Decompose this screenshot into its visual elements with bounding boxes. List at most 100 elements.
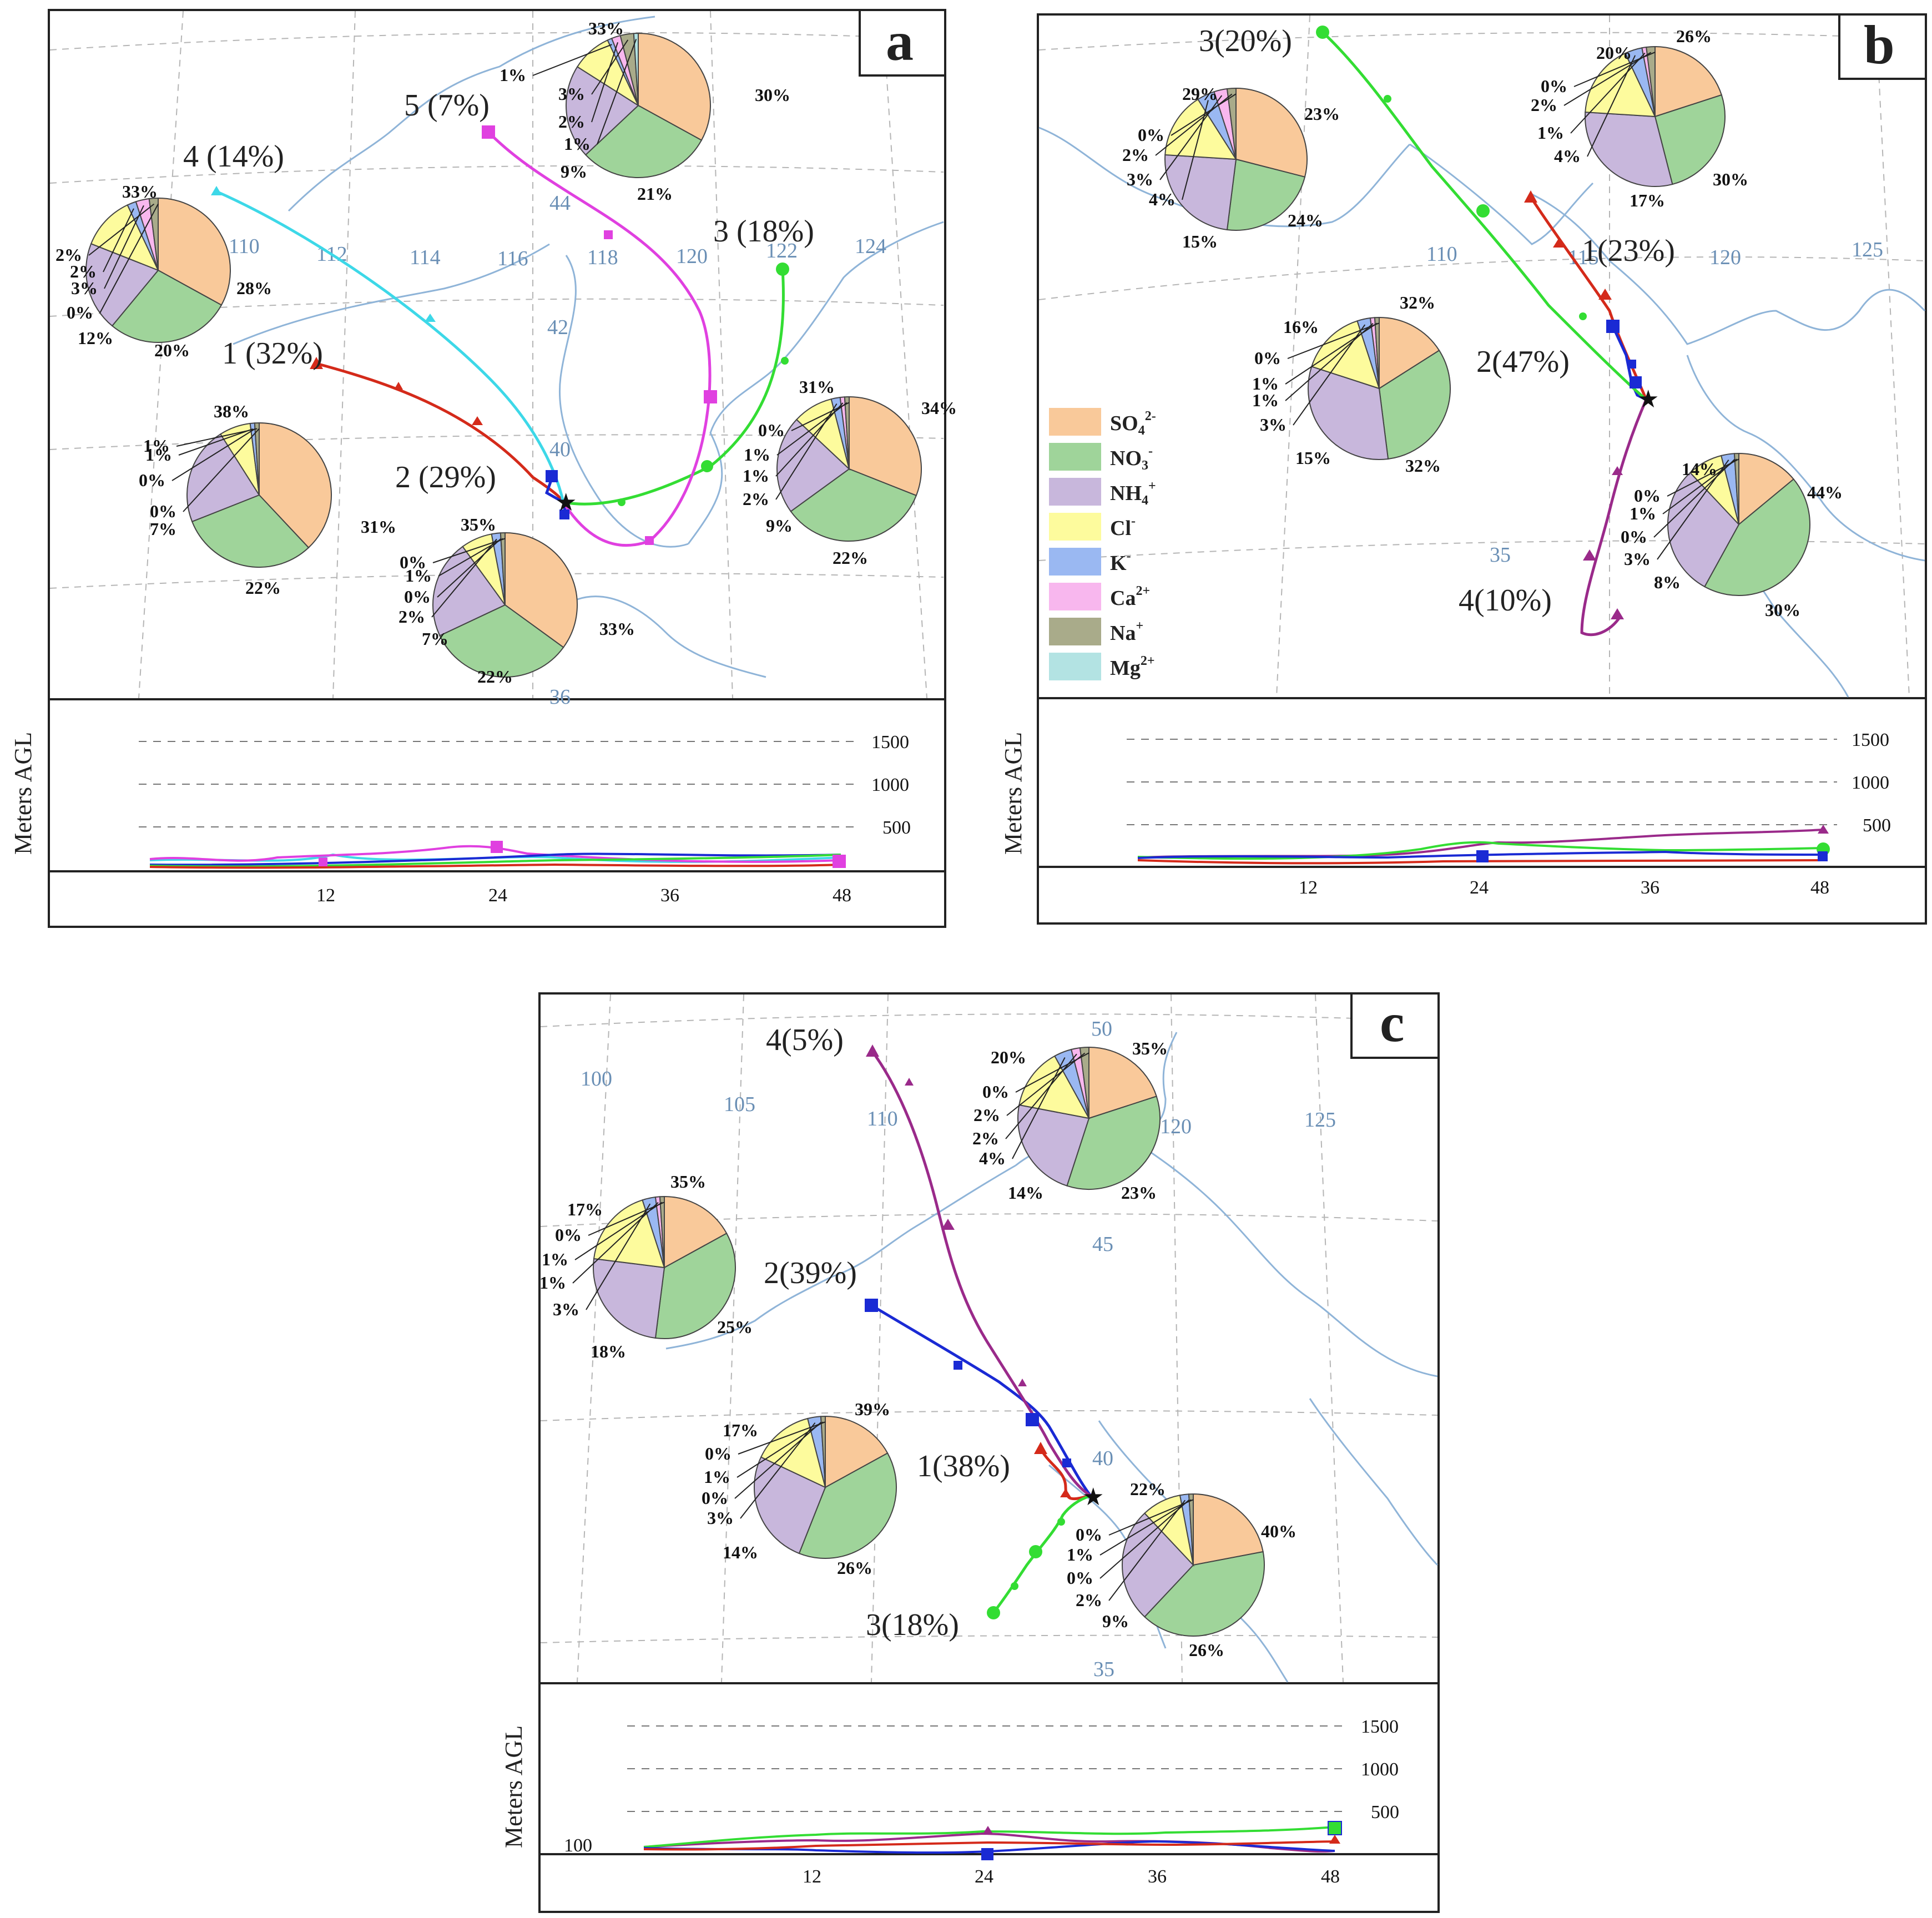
- cluster-label-3: 3(18%): [866, 1608, 959, 1642]
- pie-label-no3: 44%: [1807, 482, 1843, 502]
- pie-label-mg: 0%: [1634, 486, 1661, 506]
- pie-label-k: 2%: [743, 489, 769, 509]
- panel-a-letter: a: [886, 11, 914, 72]
- trajectory-marker: [781, 357, 789, 365]
- pie-label-nh4: 26%: [1189, 1640, 1224, 1660]
- height-tick: 1000: [1361, 1759, 1399, 1780]
- pie-label-cl: 15%: [1295, 448, 1331, 468]
- trajectory-marker: [1627, 360, 1636, 369]
- pie-label-mg: 0%: [150, 501, 176, 521]
- pie-slice-so4: [1738, 452, 1795, 526]
- cluster-label-2: 2(47%): [1476, 345, 1570, 379]
- pie-slice-no3: [1226, 158, 1306, 231]
- trajectory-marker: [394, 382, 403, 390]
- cluster-label-2: 2(39%): [764, 1256, 857, 1290]
- pie-leader-line: [597, 39, 637, 145]
- hour-tick: 12: [803, 1866, 821, 1887]
- pie-leader-line: [1653, 458, 1736, 538]
- pie-label-nh4: 20%: [154, 340, 190, 360]
- coord-label: 120: [1160, 1115, 1192, 1138]
- height-trace-2: [149, 852, 841, 866]
- trajectory-marker: [1384, 95, 1391, 103]
- pie-label-so4: 20%: [1596, 43, 1632, 63]
- pie-label-nh4: 22%: [833, 548, 868, 568]
- pie-slice-no3: [798, 1452, 897, 1559]
- pie-label-no3: 33%: [599, 619, 635, 639]
- panel-a-trajectories: [215, 131, 785, 547]
- pie-slice-nh4: [1164, 154, 1237, 231]
- pie-slice-nh4: [186, 433, 260, 523]
- trajectory-marker: [1524, 190, 1537, 203]
- cluster-label-4: 4(10%): [1459, 583, 1552, 618]
- pie-leader-line: [1099, 1499, 1192, 1556]
- pie-label-nh4: 24%: [1288, 210, 1323, 230]
- pie-leader-line: [574, 1202, 663, 1260]
- legend-swatch-ca: [1049, 583, 1101, 610]
- pie-label-so4: 17%: [567, 1199, 603, 1219]
- pie-label-no3: 39%: [855, 1399, 890, 1419]
- trajectory-1: [316, 362, 565, 503]
- pie-label-ca: 2%: [558, 112, 585, 132]
- trajectory-marker: [559, 509, 569, 519]
- pie-slice-so4: [1379, 316, 1440, 390]
- pie-leader-line: [1573, 52, 1656, 87]
- panel-c: 100 105 110 120 125 50 45 40 35: [500, 992, 1440, 1913]
- height-trace-5: [149, 845, 841, 863]
- trajectory-marker: [1611, 608, 1624, 619]
- trajectory-marker: [1583, 549, 1596, 561]
- pie-label-no3: 30%: [755, 85, 790, 105]
- trajectory-marker: [546, 470, 558, 482]
- trajectory-marker: [701, 460, 713, 472]
- panel-a-letter-box: [859, 9, 946, 77]
- pie-slice-nh4: [754, 1456, 826, 1554]
- pie-leader-line: [591, 42, 618, 123]
- cluster-label-4: 4(5%): [766, 1023, 844, 1057]
- panel-a-y-axis-label: Meters AGL: [9, 732, 37, 855]
- pie-label-no3: 28%: [236, 278, 272, 298]
- trajectory-4: [1580, 399, 1648, 637]
- coord-label: 36: [549, 685, 571, 709]
- pie-label-mg: 0%: [1254, 348, 1281, 368]
- pie-chart: 38% 31% 22% 7% 1% 0% 1% 0%: [139, 401, 396, 598]
- trajectory-marker: [211, 186, 222, 195]
- pie-label-no3: 26%: [1676, 26, 1712, 46]
- trajectory-marker: [1034, 1442, 1047, 1454]
- legend-swatch-mg: [1049, 653, 1101, 680]
- hour-tick: 12: [1299, 877, 1318, 898]
- pie-slice-nh4: [1308, 366, 1389, 460]
- legend-swatch-nh4: [1049, 478, 1101, 506]
- pie-leader-line: [737, 1421, 824, 1478]
- pie-slice-nh4: [1122, 1512, 1194, 1618]
- hour-tick: 24: [1470, 877, 1489, 898]
- trajectory-3: [563, 269, 785, 506]
- pie-leader-line: [532, 44, 612, 76]
- pie-leader-line: [1563, 52, 1652, 106]
- pie-slice-na: [1646, 46, 1656, 117]
- legend-swatch-no3: [1049, 443, 1101, 471]
- panel-a: 110 112 114 116 118 120 122 124 44 42 40…: [9, 9, 957, 928]
- pie-label-so4: 20%: [991, 1047, 1026, 1067]
- legend-label-mg: Mg2+: [1110, 654, 1155, 680]
- hour-tick: 48: [833, 885, 851, 906]
- pie-slice-no3: [1378, 350, 1451, 460]
- pie-label-k: 4%: [1554, 146, 1581, 166]
- cluster-label-2: 2 (29%): [395, 460, 496, 494]
- pie-leader-line: [104, 205, 144, 289]
- pie-label-nh4: 23%: [1121, 1183, 1157, 1203]
- height-tick: 500: [1371, 1802, 1399, 1823]
- trajectory-1: [1039, 1447, 1091, 1501]
- coord-label: 40: [1092, 1447, 1113, 1470]
- pie-leader-line: [438, 538, 503, 577]
- pie-label-cl: 7%: [150, 519, 176, 539]
- legend-label-nh4: NH4+: [1110, 479, 1156, 508]
- trajectory-marker: [776, 263, 789, 276]
- pie-label-ca: 0%: [404, 587, 431, 607]
- pie-chart: 17% 35% 25% 18% 3% 1% 1% 0%: [539, 1172, 753, 1361]
- pie-slice-na: [844, 396, 850, 470]
- pie-slice-nh4: [1667, 472, 1740, 588]
- panel-c-grid: [540, 994, 1438, 1683]
- pie-slice-no3: [654, 1232, 736, 1339]
- pie-slice-so4: [158, 197, 231, 306]
- pie-chart: 33%30%21%9%1%2%3%1%: [500, 18, 790, 204]
- trajectory-5: [487, 131, 712, 547]
